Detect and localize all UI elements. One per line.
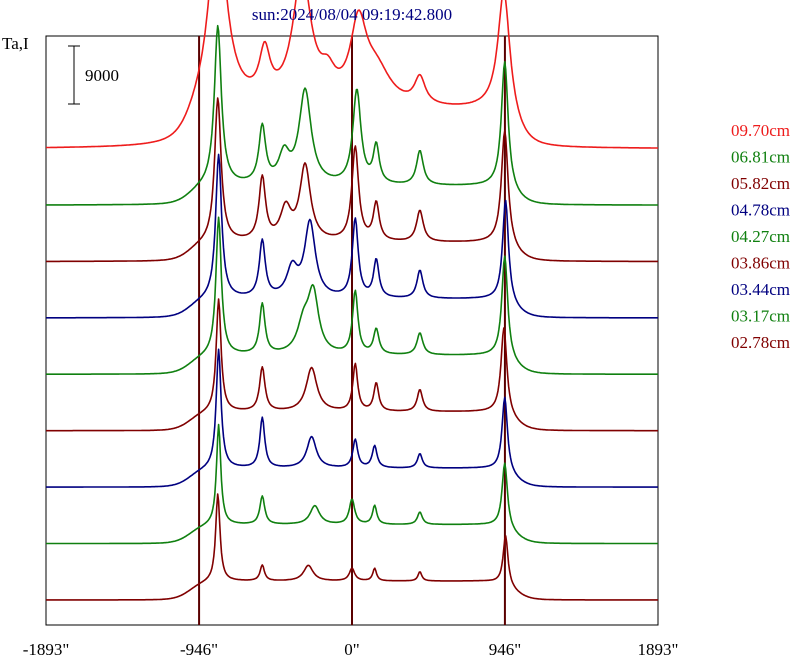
series-group	[46, 0, 658, 601]
series-line	[46, 423, 658, 545]
x-tick-label: -946"	[180, 640, 218, 659]
legend-entry: 09.70cm	[731, 121, 790, 140]
series-line	[46, 216, 658, 376]
legend: 09.70cm 06.81cm 05.82cm 04.78cm 04.27cm 03.86…	[731, 121, 790, 352]
series-line	[46, 24, 658, 206]
series-line	[46, 97, 658, 263]
legend-entry: 02.78cm	[731, 333, 790, 352]
series-line	[46, 348, 658, 488]
x-tick-label: 0"	[344, 640, 359, 659]
x-tick-labels: -1893" -946" 0" 946" 1893"	[23, 640, 679, 659]
legend-entry: 04.27cm	[731, 227, 790, 246]
scale-bar: 9000	[68, 45, 119, 105]
legend-entry: 03.86cm	[731, 254, 790, 273]
legend-entry: 06.81cm	[731, 148, 790, 167]
y-axis-label: Ta,I	[2, 34, 29, 53]
legend-entry: 03.44cm	[731, 280, 790, 299]
legend-entry: 03.17cm	[731, 307, 790, 326]
scale-bar-label: 9000	[85, 66, 119, 85]
chart-title: sun:2024/08/04 09:19:42.800	[252, 5, 452, 24]
legend-entry: 05.82cm	[731, 174, 790, 193]
series-line	[46, 0, 658, 149]
series-line	[46, 493, 658, 601]
x-tick-label: 1893"	[638, 640, 679, 659]
series-line	[46, 153, 658, 319]
x-tick-label: 946"	[489, 640, 521, 659]
legend-entry: 04.78cm	[731, 201, 790, 220]
series-line	[46, 298, 658, 432]
vertical-markers	[198, 36, 506, 625]
x-tick-label: -1893"	[23, 640, 70, 659]
